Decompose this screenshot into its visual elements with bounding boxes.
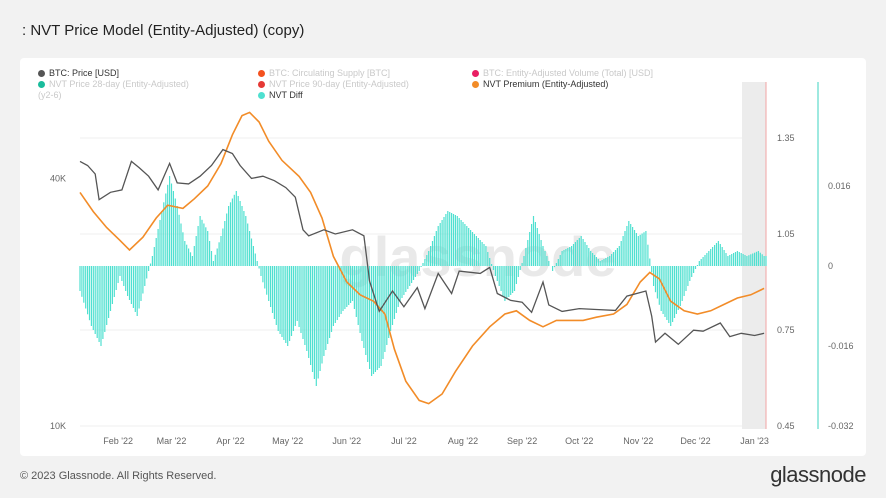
x-tick: Mar '22 <box>157 436 187 446</box>
btc-price-line <box>79 148 765 346</box>
x-tick: Feb '22 <box>103 436 133 446</box>
legend-swatch <box>38 70 45 77</box>
x-tick: Jan '23 <box>740 436 769 446</box>
page-title: : NVT Price Model (Entity-Adjusted) (cop… <box>22 22 305 39</box>
legend-label: (y2-6) <box>38 90 62 100</box>
x-tick: May '22 <box>272 436 303 446</box>
legend-label: NVT Price 28-day (Entity-Adjusted) <box>49 79 189 89</box>
y-tick-premium: 1.05 <box>777 229 795 239</box>
legend-swatch <box>472 70 479 77</box>
legend-item[interactable]: NVT Diff <box>258 90 303 100</box>
nvt-premium-line <box>79 111 765 405</box>
y-tick-premium: 1.35 <box>777 133 795 143</box>
copyright: © 2023 Glassnode. All Rights Reserved. <box>20 470 217 482</box>
x-tick: Aug '22 <box>448 436 478 446</box>
y-tick-price: 40K <box>50 173 66 183</box>
x-tick: Sep '22 <box>507 436 537 446</box>
series-lines <box>79 111 765 405</box>
y-tick-premium: 0.45 <box>777 421 795 431</box>
legend-item[interactable]: NVT Premium (Entity-Adjusted) <box>472 79 608 89</box>
x-tick: Jul '22 <box>391 436 417 446</box>
legend-label: NVT Diff <box>269 90 303 100</box>
legend-swatch <box>472 81 479 88</box>
legend-item[interactable]: NVT Price 90-day (Entity-Adjusted) <box>258 79 409 89</box>
y-tick-diff: -0.032 <box>828 421 854 431</box>
x-tick: Dec '22 <box>680 436 710 446</box>
x-tick: Jun '22 <box>332 436 361 446</box>
chart-card: glassnode 40K10K1.351.050.750.450.0160-0… <box>20 58 866 456</box>
legend-item[interactable]: (y2-6) <box>38 90 62 100</box>
y-tick-premium: 0.75 <box>777 325 795 335</box>
grid <box>80 137 766 427</box>
legend-item[interactable]: NVT Price 28-day (Entity-Adjusted) <box>38 79 189 89</box>
y-tick-diff: 0 <box>828 261 833 271</box>
y-tick-price: 10K <box>50 421 66 431</box>
y-tick-diff: -0.016 <box>828 341 854 351</box>
legend-item[interactable]: BTC: Circulating Supply [BTC] <box>258 68 390 78</box>
chart: glassnode 40K10K1.351.050.750.450.0160-0… <box>50 82 854 446</box>
nvt-diff-bars <box>79 176 767 386</box>
legend-label: NVT Price 90-day (Entity-Adjusted) <box>269 79 409 89</box>
brand-logo: glassnode <box>770 462 866 487</box>
y-tick-diff: 0.016 <box>828 181 851 191</box>
x-tick: Oct '22 <box>565 436 593 446</box>
legend-swatch <box>38 81 45 88</box>
legend-swatch <box>258 70 265 77</box>
legend-swatch <box>258 92 265 99</box>
legend-label: BTC: Price [USD] <box>49 68 120 78</box>
legend-label: BTC: Circulating Supply [BTC] <box>269 68 391 78</box>
x-tick: Apr '22 <box>216 436 244 446</box>
legend-item[interactable]: BTC: Entity-Adjusted Volume (Total) [USD… <box>472 68 653 78</box>
axis-labels: 40K 10K 1.35 1.05 0.75 0.45 0.016 0 -0.016 -0.032… <box>50 133 854 446</box>
legend-label: NVT Premium (Entity-Adjusted) <box>483 79 609 89</box>
x-tick: Nov '22 <box>623 436 653 446</box>
legend-swatch <box>258 81 265 88</box>
legend-item[interactable]: BTC: Price [USD] <box>38 68 119 78</box>
legend-label: BTC: Entity-Adjusted Volume (Total) [USD… <box>483 68 654 78</box>
